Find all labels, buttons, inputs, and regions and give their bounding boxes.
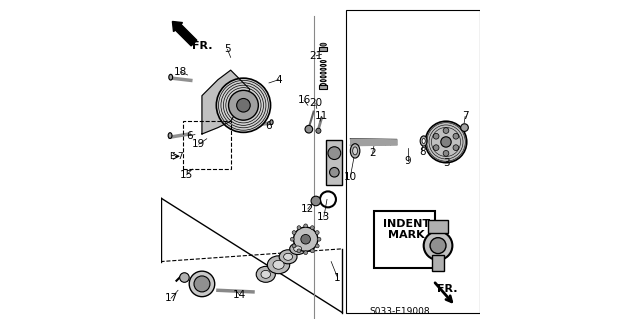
Text: 6: 6 (266, 121, 272, 131)
Text: 10: 10 (344, 172, 357, 182)
Text: 12: 12 (301, 204, 314, 214)
Ellipse shape (284, 253, 292, 260)
Circle shape (311, 196, 321, 206)
Circle shape (453, 133, 459, 139)
Circle shape (310, 226, 314, 230)
Circle shape (461, 124, 468, 131)
Circle shape (453, 145, 459, 151)
Circle shape (310, 249, 314, 253)
Circle shape (301, 234, 310, 244)
Text: 9: 9 (404, 156, 411, 166)
Bar (428, 220, 447, 233)
Text: 7: 7 (462, 111, 468, 122)
Text: FR.: FR. (192, 41, 212, 51)
Ellipse shape (273, 260, 284, 269)
Text: 2: 2 (369, 148, 376, 158)
Circle shape (328, 147, 340, 160)
Text: INDENT
MARK: INDENT MARK (383, 219, 429, 241)
Circle shape (316, 128, 321, 133)
Ellipse shape (422, 138, 425, 144)
Circle shape (291, 237, 294, 241)
Text: S033-E19008: S033-E19008 (369, 307, 430, 315)
Circle shape (317, 237, 321, 241)
Ellipse shape (294, 246, 301, 252)
Ellipse shape (279, 250, 297, 264)
Bar (431, 255, 444, 271)
Circle shape (180, 273, 189, 282)
Text: E-7: E-7 (169, 152, 184, 161)
Text: FR.: FR. (437, 284, 458, 294)
Circle shape (292, 244, 296, 248)
Bar (346, 10, 479, 313)
Circle shape (294, 227, 318, 251)
Circle shape (433, 133, 439, 139)
Bar (183, 121, 230, 169)
Circle shape (304, 251, 308, 255)
Bar (374, 211, 435, 268)
Text: 15: 15 (180, 170, 193, 180)
Circle shape (443, 128, 449, 133)
Circle shape (433, 145, 439, 151)
Text: 21: 21 (310, 51, 323, 61)
Circle shape (441, 137, 451, 147)
Circle shape (189, 271, 215, 297)
Text: 8: 8 (419, 146, 426, 157)
Ellipse shape (353, 147, 358, 155)
Ellipse shape (261, 270, 271, 278)
Ellipse shape (350, 144, 360, 158)
Circle shape (425, 121, 467, 163)
Circle shape (297, 226, 301, 230)
Circle shape (297, 249, 301, 253)
Text: 5: 5 (224, 44, 231, 55)
Text: 3: 3 (443, 158, 449, 168)
Text: 14: 14 (233, 290, 246, 300)
FancyArrow shape (172, 21, 197, 46)
Circle shape (194, 276, 210, 292)
Text: 11: 11 (315, 111, 328, 122)
Text: 1: 1 (334, 272, 341, 283)
Circle shape (237, 99, 250, 112)
Text: 19: 19 (192, 139, 205, 149)
Text: 20: 20 (309, 98, 323, 108)
Circle shape (216, 78, 271, 132)
Circle shape (316, 231, 319, 234)
Bar (319, 85, 327, 89)
Circle shape (305, 125, 313, 133)
Text: 16: 16 (298, 95, 310, 106)
Circle shape (330, 167, 339, 177)
Ellipse shape (256, 266, 275, 282)
Circle shape (430, 238, 446, 254)
Ellipse shape (290, 243, 306, 255)
Bar (326, 140, 342, 185)
Circle shape (304, 224, 308, 228)
Ellipse shape (270, 120, 273, 125)
Ellipse shape (268, 256, 290, 274)
Ellipse shape (420, 136, 427, 146)
Text: 18: 18 (173, 67, 187, 77)
Text: 4: 4 (275, 75, 282, 85)
Circle shape (316, 244, 319, 248)
Bar (319, 47, 327, 51)
Polygon shape (202, 70, 250, 134)
Ellipse shape (169, 74, 173, 80)
Ellipse shape (168, 133, 172, 138)
Ellipse shape (320, 43, 326, 46)
Text: 13: 13 (317, 212, 330, 222)
Circle shape (292, 231, 296, 234)
Text: 17: 17 (164, 293, 178, 303)
Circle shape (424, 231, 452, 260)
Circle shape (443, 151, 449, 156)
Text: 6: 6 (186, 130, 193, 141)
Circle shape (228, 90, 259, 120)
